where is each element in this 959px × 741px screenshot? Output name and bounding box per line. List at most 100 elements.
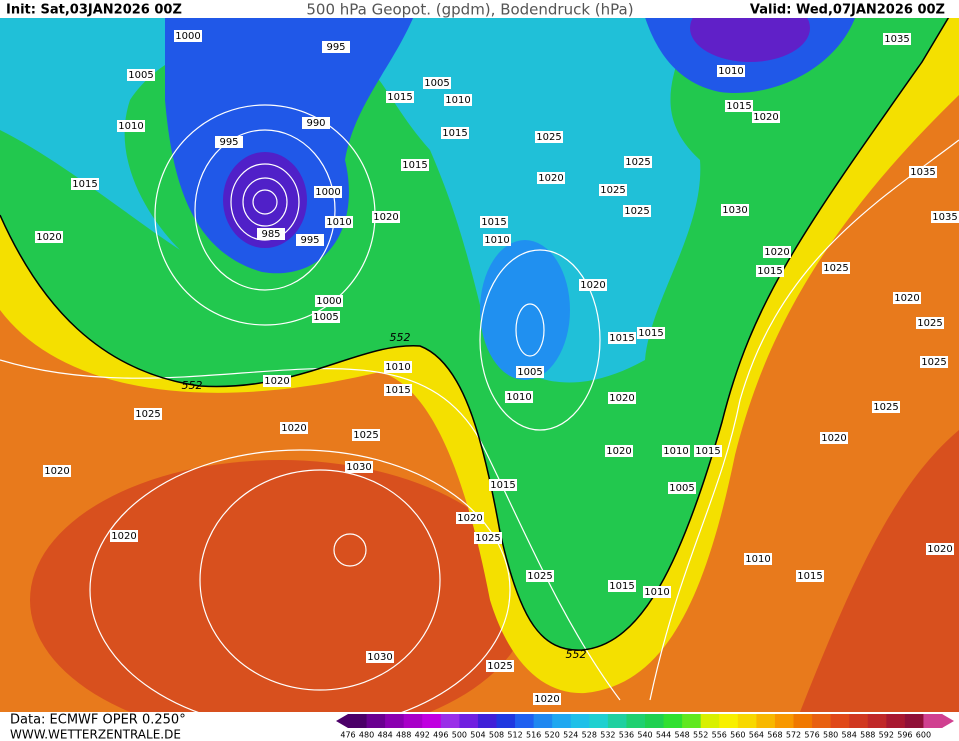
label-box [483,234,511,246]
legend-arrow-right [942,714,954,728]
isobar-label: 1020 [821,433,846,444]
isobar-label: 1025 [527,571,552,582]
isobar-label: 1020 [457,513,482,524]
isobar-label: 1010 [118,121,143,132]
isobar-label: 1020 [281,423,306,434]
label-box [312,311,340,323]
legend-label: 488 [396,731,411,740]
isobar-label: 1010 [506,392,531,403]
isobar-label: 1010 [484,235,509,246]
isobar-label: 995 [219,137,238,148]
label-box [480,216,508,228]
contour-label: 552 [390,331,411,344]
isobar-labels: 1000 995 1005 1010 995 990 1015 1000 985 1010 995 1… [35,30,959,705]
isobar-label: 1015 [402,160,427,171]
legend-label: 516 [526,731,541,740]
isobar-label: 1020 [894,293,919,304]
isobar-label: 990 [306,118,325,129]
contour-552 [0,0,959,651]
label-box [537,172,565,184]
isobar-label: 1015 [726,101,751,112]
legend-label: 504 [470,731,485,740]
isobar-label: 1025 [353,430,378,441]
label-box [474,532,502,544]
field-red [800,430,959,712]
isobar-label: 1010 [663,446,688,457]
label-box [920,356,948,368]
legend-swatch [793,714,813,728]
label-box [623,205,651,217]
field-purple [223,152,307,248]
label-box [386,91,414,103]
label-box [401,159,429,171]
legend-label: 544 [656,731,671,740]
label-box [127,69,155,81]
isobar-label: 1030 [346,462,371,473]
legend-label: 580 [823,731,838,740]
label-box [257,228,285,240]
legend-label: 572 [786,731,801,740]
legend-swatch [459,714,479,728]
legend-swatch [570,714,590,728]
legend-swatch [663,714,683,728]
isobar-label: 995 [300,235,319,246]
label-box [71,178,99,190]
label-box [110,530,138,542]
color-legend: 476 480 484 488 492 496 500 504 508 512 516 520 524 5… [336,714,954,740]
isobar-label: 1020 [373,212,398,223]
isobar-label: 1015 [638,328,663,339]
label-box [822,262,850,274]
legend-label: 524 [563,731,578,740]
legend-swatch [904,714,924,728]
legend-swatch [849,714,869,728]
legend-swatch [886,714,906,728]
isobar-label: 1020 [538,173,563,184]
legend-swatch [682,714,702,728]
isobar-label: 1020 [606,446,631,457]
isobar-label: 1025 [917,318,942,329]
legend-swatch [589,714,609,728]
label-box [322,41,350,53]
legend-label: 588 [860,731,875,740]
label-box [314,186,342,198]
isobar-label: 1020 [609,393,634,404]
isobar-label: 1025 [624,206,649,217]
label-box [756,265,784,277]
label-box [931,211,959,223]
isobar-label: 1015 [481,217,506,228]
label-box [599,184,627,196]
isobar-label: 1005 [313,312,338,323]
isobar-label: 1015 [385,385,410,396]
label-box [752,111,780,123]
label-box [893,292,921,304]
isobar-label: 1025 [475,533,500,544]
isobar-label: 1020 [753,112,778,123]
isobar-label: 1005 [517,367,542,378]
isobar-label: 1025 [487,661,512,672]
isobar-label: 1020 [264,376,289,387]
isobar-label: 1015 [757,266,782,277]
label-box [624,156,652,168]
label-box [384,361,412,373]
field-blue [480,240,570,380]
legend-swatch [607,714,627,728]
label-box [134,408,162,420]
label-box [302,117,330,129]
legend-swatch [385,714,405,728]
label-box [456,512,484,524]
isobar-label: 1000 [315,187,340,198]
legend-swatch [403,714,423,728]
label-box [366,651,394,663]
label-box [916,317,944,329]
legend-arrow-left [336,714,348,728]
isobar-label: 1015 [695,446,720,457]
field-red [30,460,530,740]
label-box [315,295,343,307]
isobar-label: 1035 [932,212,957,223]
legend-label: 568 [767,731,782,740]
label-box [637,327,665,339]
legend-swatch [774,714,794,728]
legend-swatch [737,714,757,728]
isobar-label: 1015 [609,581,634,592]
